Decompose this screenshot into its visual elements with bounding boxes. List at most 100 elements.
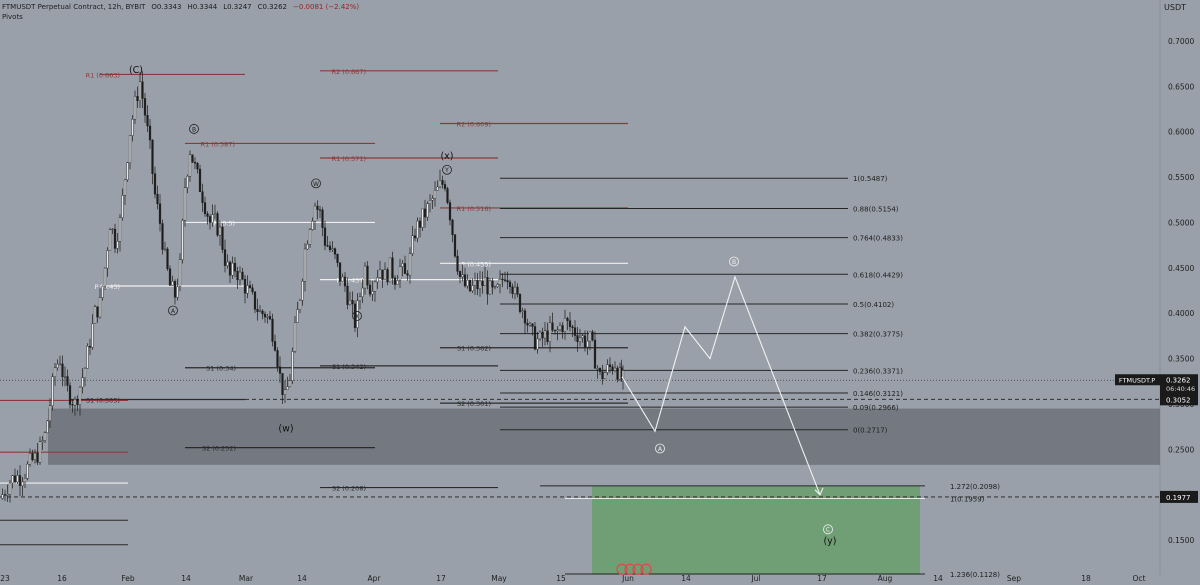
candle-body [243,279,247,294]
y-tick-label: 0.4500 [1168,264,1194,273]
y-tick-label: 0.6000 [1168,128,1194,137]
fib-label: 0.382(0.3775) [853,331,903,339]
pivot-label: P (0.5) [214,219,235,227]
candle-body [558,325,562,331]
candle-body [148,125,152,141]
candle-body [346,285,349,305]
candle-body [401,263,404,267]
candle-body [161,223,164,250]
y-tick-label: 0.5500 [1168,173,1194,182]
pivot-label: R1 (0.587) [201,140,235,148]
candle-body [288,380,292,387]
candle-body [173,281,177,298]
candle-body [111,228,114,231]
symbol-title[interactable]: FTMUSDT Perpetual Contract, 12h, BYBIT [2,3,146,11]
level-price-text: 0.3052 [1166,396,1191,404]
candle-body [193,162,197,164]
wave-label: (w) [278,424,293,435]
candle-body [428,200,432,204]
candle-body [31,453,34,461]
fib-label: 1.236(0.1128) [950,571,1000,579]
candle-body [421,208,424,228]
wave-label: (x) [440,151,453,162]
pivot-label: R1 (0.571) [332,155,366,163]
candle-body [466,279,469,287]
ohlc-low: L0.3247 [223,3,252,11]
candle-body [198,168,202,192]
candle-body [526,322,529,326]
candle-body [158,203,162,224]
candle-body [533,326,537,350]
candle-body [256,309,259,312]
candle-body [153,173,157,195]
fib-label: 0.618(0.4429) [853,271,903,279]
candle-body [226,261,229,266]
candle-body [186,176,189,188]
candle-body [28,453,32,465]
fib-label: 1(0.5487) [853,175,888,183]
candle-body [113,228,117,249]
candle-body [396,280,399,285]
y-tick-label: 0.6500 [1168,82,1194,91]
x-tick-label: 14 [681,574,691,583]
candle-body [336,254,339,263]
y-tick-label: 0.4000 [1168,309,1194,318]
indicator-label[interactable]: Pivots [2,13,23,21]
candle-body [586,340,589,348]
pivot-label: S1 (0.34) [206,365,236,373]
ohlc-high: H0.3344 [187,3,218,11]
x-tick-label: 15 [556,574,566,583]
candle-body [71,404,74,406]
x-tick-label: '23 [0,574,10,583]
alert-marker-icon [632,563,644,575]
candle-body [366,265,369,286]
candle-body [283,389,287,395]
candle-body [171,281,174,286]
candle-body [483,277,487,286]
wave-label: W [313,181,319,188]
candle-body [343,276,347,287]
candle-body [563,317,567,332]
candle-body [46,420,49,433]
candle-body [53,367,57,377]
candle-body [238,271,242,281]
candle-body [313,205,317,222]
candle-body [423,208,427,218]
candle-body [473,280,477,286]
candle-body [338,262,342,282]
candle-body [576,335,579,342]
candle-body [566,317,569,321]
candle-body [121,195,124,218]
candle-body [293,322,297,352]
candle-body [528,323,532,326]
candle-body [206,213,209,217]
pivot-label: S2 (0.208) [332,485,366,493]
alert-marker-icon [616,563,628,575]
candle-body [41,440,44,442]
candle-body [136,96,139,101]
candle-body [571,326,574,328]
wave-label-circle [729,256,739,267]
candle-body [441,180,444,185]
candle-body [83,368,87,378]
candle-body [351,299,354,305]
currency-label[interactable]: USDT [1164,3,1186,12]
candle-body [291,351,294,381]
pivot-label: P (0.437) [336,277,366,285]
candle-body [6,493,9,496]
candle-body [78,386,82,405]
fib-label: 0.88(0.5154) [853,205,899,213]
candle-body [418,220,422,228]
candle-body [271,318,274,342]
candle-body [301,281,304,301]
x-tick-label: Feb [121,574,135,583]
x-tick-label: Sep [1007,574,1021,583]
candle-body [133,96,137,120]
candle-body [443,184,447,189]
projection-arrowhead [814,487,824,496]
candle-body [496,284,499,287]
candle-body [416,220,419,239]
candle-body [91,323,94,348]
candle-body [241,271,244,280]
